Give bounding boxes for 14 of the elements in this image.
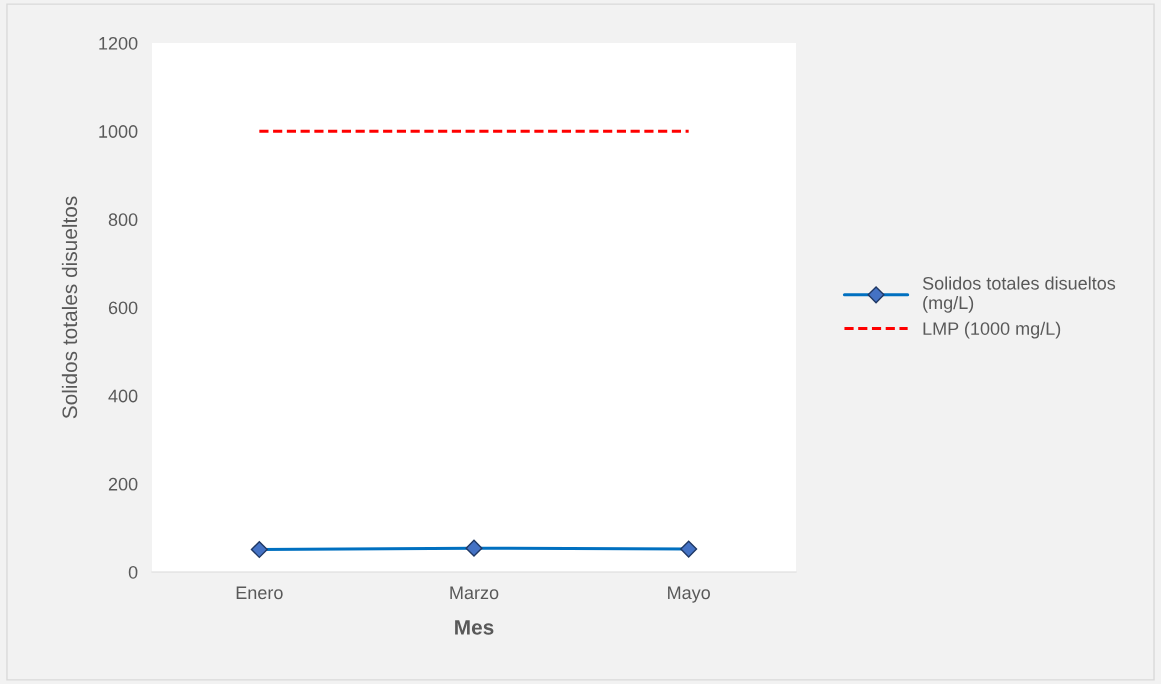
y-tick-label: 1200 [99,36,138,50]
y-tick-label: 200 [108,477,138,491]
x-axis-title: Mes [455,620,494,635]
x-tick-label: Enero [236,586,283,600]
y-tick-label: 400 [108,389,138,403]
legend-label: Solidos totales disueltos (mg/L) [922,276,1116,313]
y-axis-title: Solidos totales disueltos [61,196,78,419]
y-tick-label: 0 [128,565,138,579]
y-tick-label: 800 [108,213,138,227]
y-tick-label: 1000 [99,125,138,138]
legend-label: LMP (1000 mg/L) [923,321,1061,339]
x-tick-label: Marzo [450,586,499,600]
x-tick-label: Mayo [668,586,710,603]
y-tick-label: 600 [108,301,138,315]
